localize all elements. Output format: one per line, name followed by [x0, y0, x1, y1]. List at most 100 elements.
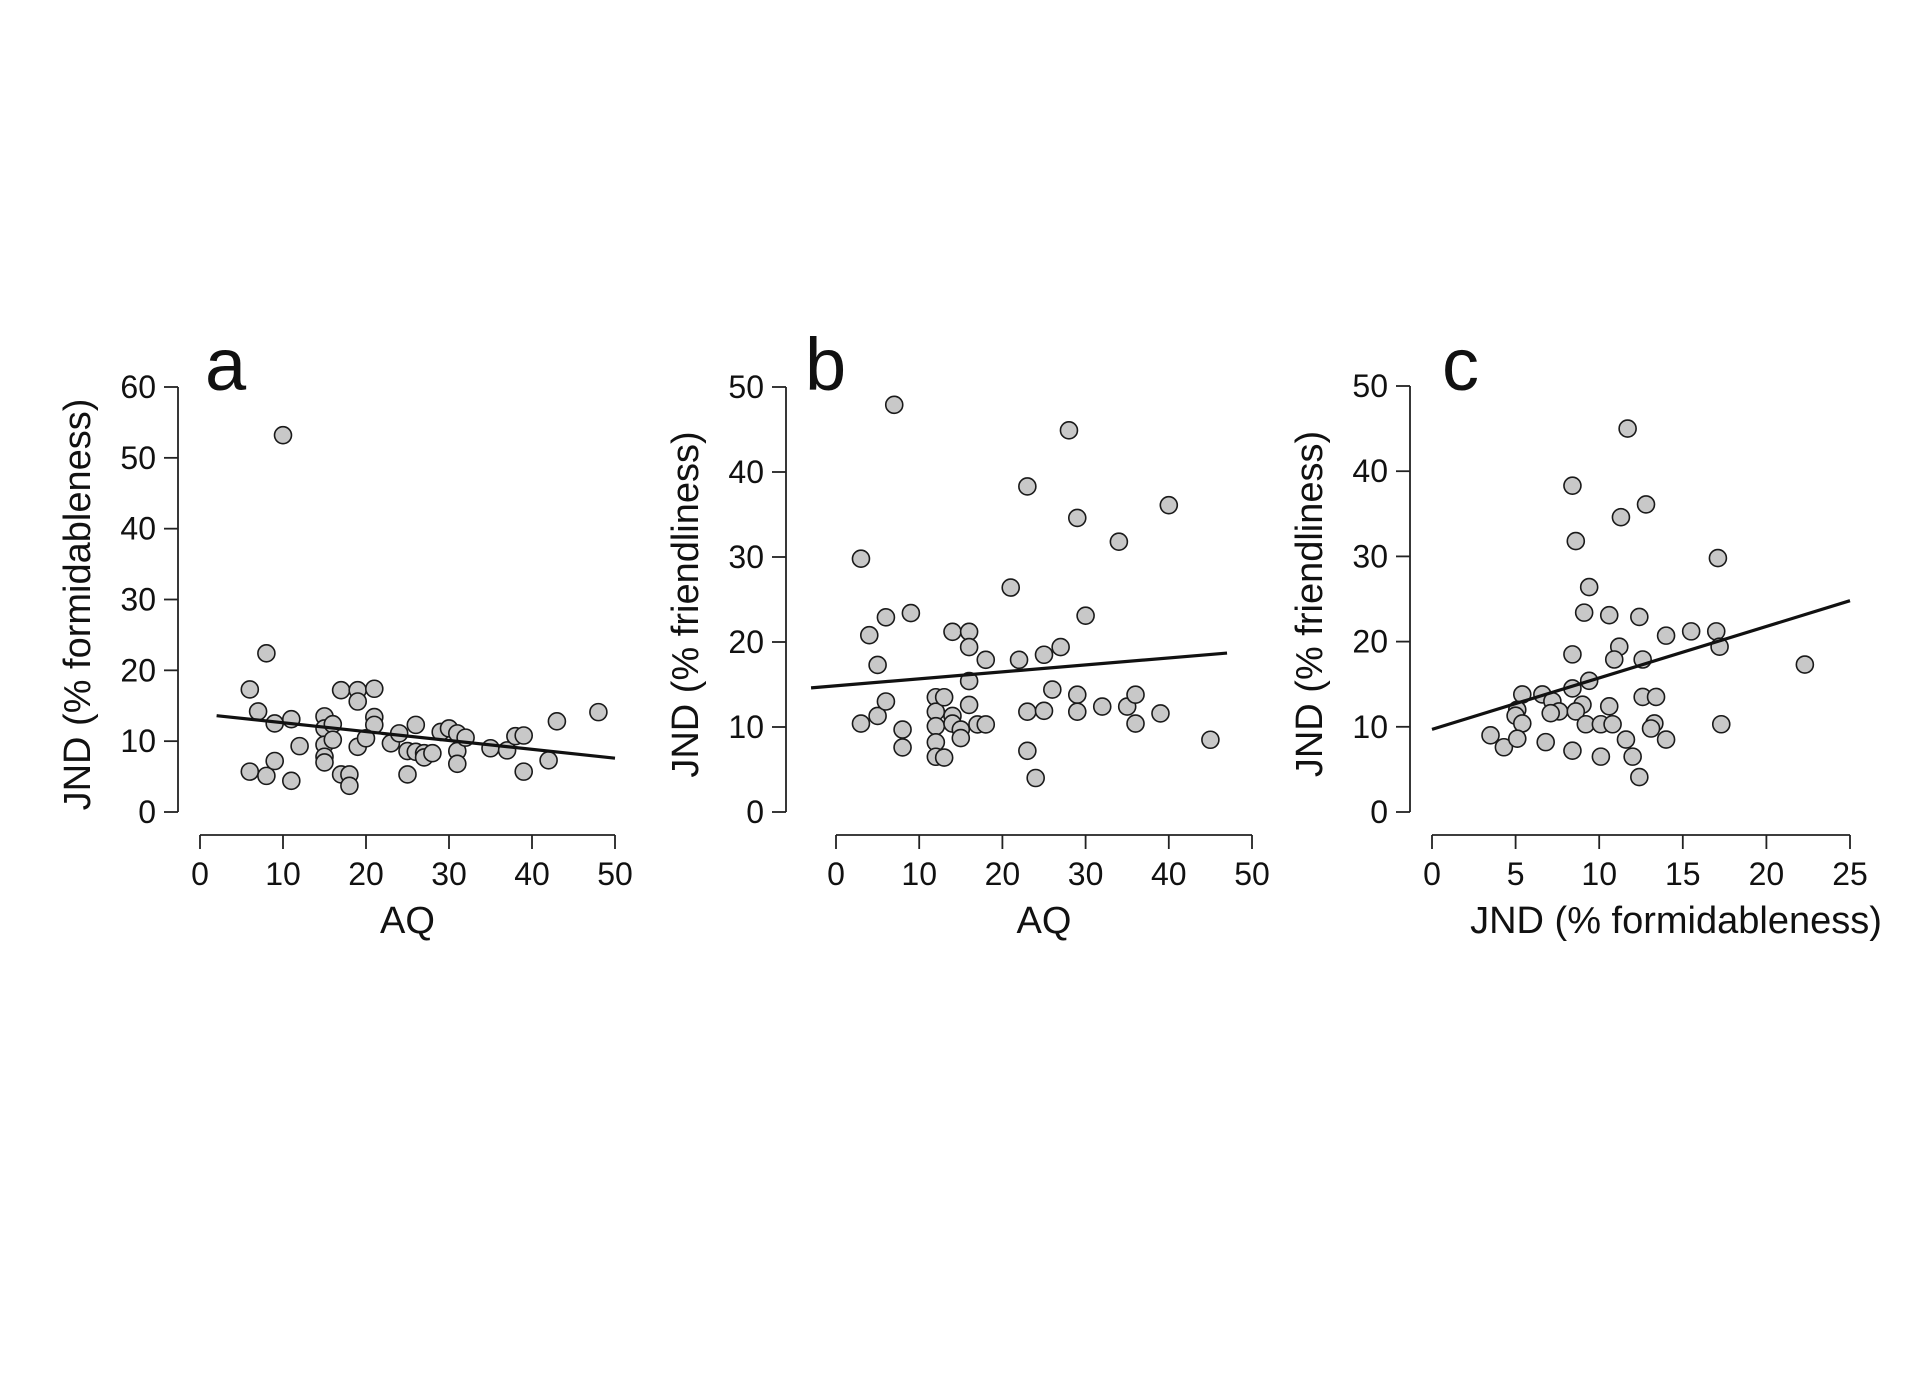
data-point: [1681, 622, 1701, 641]
x-axis-title: AQ: [1017, 900, 1072, 942]
data-point: [1109, 532, 1129, 552]
data-point: [951, 728, 971, 748]
data-point: [1611, 507, 1631, 527]
data-point: [281, 771, 301, 791]
data-point: [868, 706, 887, 726]
data-point: [1151, 704, 1170, 723]
data-point: [1512, 714, 1532, 733]
y-axis-title: JND (% friendliness): [1289, 431, 1331, 777]
data-point: [959, 671, 979, 691]
data-point: [1034, 701, 1054, 721]
data-point: [1018, 477, 1037, 496]
data-point: [943, 622, 962, 642]
data-point: [1646, 687, 1666, 707]
data-point: [1711, 714, 1731, 734]
data-point: [1541, 703, 1561, 723]
x-tick-label: 10: [1581, 856, 1617, 892]
data-point: [547, 712, 567, 731]
y-tick-label: 30: [120, 582, 156, 618]
data-point: [1481, 726, 1500, 745]
x-tick-label: 10: [265, 856, 301, 892]
data-point: [1159, 495, 1179, 515]
x-tick-label: 30: [1068, 856, 1104, 892]
data-point: [1126, 714, 1145, 733]
data-point: [1026, 768, 1045, 788]
data-point: [1636, 495, 1656, 514]
data-point: [1574, 603, 1594, 622]
y-tick-label: 10: [120, 723, 156, 759]
data-point: [364, 679, 384, 699]
data-point: [1067, 685, 1087, 705]
data-point: [1623, 747, 1642, 766]
data-point: [257, 644, 276, 663]
x-tick-label: 50: [1234, 856, 1270, 892]
data-point: [331, 680, 351, 700]
y-tick-label: 0: [746, 794, 764, 830]
data-point: [1034, 645, 1054, 665]
regression-line: [1431, 599, 1851, 731]
y-tick-label: 20: [1352, 624, 1388, 660]
data-point: [481, 738, 500, 758]
data-point: [1604, 650, 1624, 669]
data-point: [406, 715, 426, 735]
data-point: [257, 766, 276, 786]
y-tick-label: 40: [728, 454, 764, 490]
data-point: [959, 637, 979, 657]
data-point: [1591, 747, 1611, 766]
x-tick-label: 10: [901, 856, 937, 892]
data-point: [447, 754, 467, 774]
data-point: [1641, 719, 1661, 738]
data-point: [423, 743, 442, 763]
data-point: [976, 715, 996, 734]
data-point: [959, 695, 979, 715]
panel-letter: b: [805, 323, 846, 406]
data-point: [340, 776, 359, 796]
data-point: [240, 762, 260, 781]
data-point: [1009, 650, 1029, 670]
data-point: [514, 762, 534, 781]
data-point: [976, 650, 996, 670]
data-point: [1043, 680, 1062, 699]
data-point: [265, 751, 285, 771]
data-point: [926, 716, 946, 736]
data-point: [1018, 702, 1037, 722]
data-point: [1067, 702, 1087, 722]
panel-b: b 0 10 20 30 40 50 0 10 20 30 40 50 AQ JND (% friendli…: [665, 323, 1270, 942]
y-tick-label: 0: [1370, 794, 1388, 830]
data-point: [851, 714, 871, 733]
y-tick-label: 20: [120, 652, 156, 688]
data-point: [851, 549, 871, 569]
data-point: [539, 750, 558, 770]
data-point: [1494, 737, 1514, 757]
data-point: [356, 729, 376, 748]
data-point: [1599, 605, 1619, 625]
y-tick-label: 10: [1352, 709, 1388, 745]
x-axis-title: AQ: [380, 900, 435, 942]
y-tick-label: 30: [728, 539, 764, 575]
data-point: [273, 425, 293, 445]
x-tick-label: 0: [827, 856, 845, 892]
data-point: [1630, 767, 1649, 787]
y-tick-label: 40: [120, 511, 156, 547]
data-point: [348, 692, 368, 711]
data-point: [398, 765, 417, 784]
data-point: [290, 736, 309, 756]
x-tick-label: 40: [514, 856, 550, 892]
data-point: [1059, 421, 1079, 440]
data-point: [1579, 577, 1599, 597]
data-point: [589, 702, 608, 722]
x-axis-title: JND (% formidableness): [1470, 900, 1882, 942]
y-tick-label: 50: [1352, 368, 1388, 404]
data-point: [1603, 714, 1622, 734]
data-point: [1092, 697, 1112, 716]
data-point: [876, 692, 896, 711]
x-tick-label: 50: [597, 856, 633, 892]
data-point: [893, 738, 912, 757]
x-tick-label: 0: [191, 856, 209, 892]
y-tick-label: 30: [1352, 538, 1388, 574]
data-point: [1001, 578, 1021, 597]
panel-letter: a: [205, 323, 247, 406]
x-tick-label: 5: [1507, 856, 1525, 892]
data-point: [884, 395, 904, 415]
